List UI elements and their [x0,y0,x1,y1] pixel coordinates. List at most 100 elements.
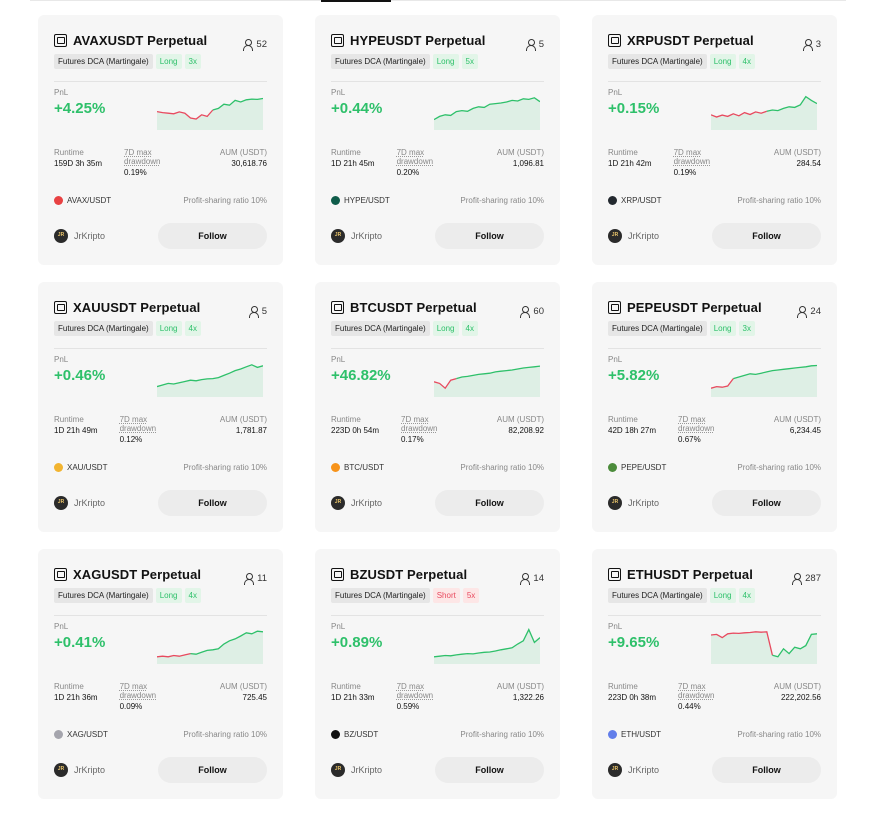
aum-value: 1,322.26 [512,693,544,702]
creator-name[interactable]: JrKripto [628,231,660,241]
bot-card[interactable]: XRPUSDT Perpetual Futures DCA (Martingal… [592,15,837,265]
avatar[interactable] [608,496,622,510]
follow-button[interactable]: Follow [158,490,267,516]
drawdown-label-2[interactable]: drawdown [673,157,711,166]
drawdown-label-2[interactable]: drawdown [119,691,157,700]
sparkline-negative-segment [711,378,734,389]
drawdown-label-1[interactable]: 7D max [401,415,429,424]
bot-title[interactable]: HYPEUSDT Perpetual [350,32,486,48]
runtime-label: Runtime [331,415,361,424]
bot-title[interactable]: XRPUSDT Perpetual [627,32,754,48]
divider [331,615,544,616]
drawdown-label-1[interactable]: 7D max [396,682,425,691]
creator[interactable]: JrKripto [331,496,382,510]
drawdown-label-1[interactable]: 7D max [396,148,425,157]
creator-name[interactable]: JrKripto [351,498,383,508]
drawdown-label-1[interactable]: 7D max [678,682,706,691]
followers-count: 3 [802,39,821,51]
creator-name[interactable]: JrKripto [74,765,106,775]
bot-card[interactable]: PEPEUSDT Perpetual Futures DCA (Martinga… [592,282,837,532]
avatar[interactable] [331,229,345,243]
aum-stat: AUM (USDT) 725.45 [156,682,267,716]
creator[interactable]: JrKripto [54,229,105,243]
strategy-type-tag: Futures DCA (Martingale) [608,587,707,603]
side-tag: Long [155,53,182,69]
user-icon [520,306,531,318]
sparkline-negative-segment [711,631,774,656]
avatar[interactable] [608,229,622,243]
creator-name[interactable]: JrKripto [74,231,106,241]
creator-name[interactable]: JrKripto [351,765,383,775]
drawdown-label-1[interactable]: 7D max [124,148,152,157]
runtime-stat: Runtime 223D 0h 54m [331,415,379,449]
drawdown-label-2[interactable]: drawdown [401,424,438,433]
followers-value: 14 [533,573,544,584]
creator[interactable]: JrKripto [608,496,659,510]
bot-card[interactable]: ETHUSDT Perpetual Futures DCA (Martingal… [592,549,837,799]
bot-title[interactable]: AVAXUSDT Perpetual [73,32,208,48]
drawdown-label-2[interactable]: drawdown [678,691,715,700]
follow-button[interactable]: Follow [712,223,821,249]
drawdown-label-2[interactable]: drawdown [678,424,715,433]
aum-stat: AUM (USDT) 30,618.76 [161,148,267,182]
creator[interactable]: JrKripto [54,763,105,777]
bot-card[interactable]: HYPEUSDT Perpetual Futures DCA (Martinga… [315,15,560,265]
avatar[interactable] [331,496,345,510]
bot-title[interactable]: BTCUSDT Perpetual [350,299,477,315]
creator[interactable]: JrKripto [331,229,382,243]
follow-button[interactable]: Follow [435,490,544,516]
bot-card[interactable]: BTCUSDT Perpetual Futures DCA (Martingal… [315,282,560,532]
avatar[interactable] [608,763,622,777]
aum-value: 725.45 [242,693,267,702]
bot-card[interactable]: XAUUSDT Perpetual Futures DCA (Martingal… [38,282,283,532]
bot-card[interactable]: AVAXUSDT Perpetual Futures DCA (Martinga… [38,15,283,265]
pnl-sparkline [434,365,540,397]
creator[interactable]: JrKripto [54,496,105,510]
creator-name[interactable]: JrKripto [351,231,383,241]
bot-card[interactable]: BZUSDT Perpetual Futures DCA (Martingale… [315,549,560,799]
follow-button[interactable]: Follow [158,757,267,783]
followers-count: 24 [797,306,821,318]
pnl-value: +5.82% [608,367,660,384]
creator-name[interactable]: JrKripto [74,498,106,508]
aum-label: AUM (USDT) [773,415,821,424]
drawdown-label-2[interactable]: drawdown [124,157,161,166]
bot-title[interactable]: XAGUSDT Perpetual [73,566,202,582]
bot-icon [54,33,67,47]
bot-title[interactable]: BZUSDT Perpetual [350,566,468,582]
strategy-type-tag: Futures DCA (Martingale) [54,320,153,336]
drawdown-label-1[interactable]: 7D max [119,682,148,691]
bot-card[interactable]: XAGUSDT Perpetual Futures DCA (Martingal… [38,549,283,799]
drawdown-label-1[interactable]: 7D max [673,148,702,157]
drawdown-value: 0.20% [396,168,420,177]
follow-button[interactable]: Follow [158,223,267,249]
creator-name[interactable]: JrKripto [628,765,660,775]
drawdown-label-2[interactable]: drawdown [396,157,434,166]
drawdown-label-2[interactable]: drawdown [396,691,434,700]
drawdown-label-1[interactable]: 7D max [678,415,706,424]
avatar[interactable] [54,763,68,777]
pair-label: PEPE/USDT [621,463,667,472]
creator[interactable]: JrKripto [331,763,382,777]
creator[interactable]: JrKripto [608,229,659,243]
leverage-tag: 4x [738,53,755,69]
creator-name[interactable]: JrKripto [628,498,660,508]
bot-title[interactable]: ETHUSDT Perpetual [627,566,753,582]
drawdown-label-2[interactable]: drawdown [119,424,157,433]
follow-button[interactable]: Follow [712,757,821,783]
avatar[interactable] [54,496,68,510]
bot-title[interactable]: XAUUSDT Perpetual [73,299,201,315]
creator[interactable]: JrKripto [608,763,659,777]
leverage-tag: 5x [462,587,480,603]
divider [331,348,544,349]
drawdown-label-1[interactable]: 7D max [119,415,148,424]
divider [54,615,267,616]
bot-title[interactable]: PEPEUSDT Perpetual [627,299,762,315]
avatar[interactable] [54,229,68,243]
avatar[interactable] [331,763,345,777]
follow-button[interactable]: Follow [712,490,821,516]
follow-button[interactable]: Follow [435,757,544,783]
follow-button[interactable]: Follow [435,223,544,249]
bot-icon [608,33,621,47]
aum-value: 6,234.45 [789,426,821,435]
